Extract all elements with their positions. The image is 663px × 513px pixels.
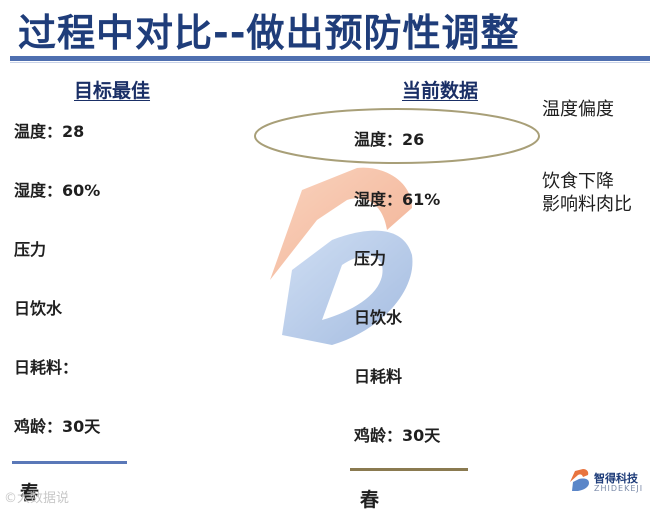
left-row-daily-water: 日饮水 bbox=[14, 299, 63, 318]
right-row-humidity: 湿度：61% bbox=[354, 190, 441, 209]
left-row-pressure: 压力 bbox=[14, 240, 47, 259]
brand-subtitle: ZHIDEKEJI bbox=[594, 484, 644, 493]
note-temperature: 温度偏度 bbox=[542, 99, 614, 120]
note-feed-line1: 饮食下降 bbox=[542, 171, 614, 192]
slide-title: 过程中对比--做出预防性调整 bbox=[18, 11, 520, 55]
right-row-chicken-age: 鸡龄：30天 bbox=[354, 426, 441, 445]
right-column-heading: 当前数据 bbox=[402, 80, 479, 102]
left-row-temperature: 温度：28 bbox=[14, 122, 85, 141]
title-divider-thin bbox=[10, 62, 650, 63]
note-feed-line2: 影响料肉比 bbox=[542, 194, 632, 215]
highlight-ellipse bbox=[254, 108, 540, 164]
title-divider bbox=[10, 56, 650, 61]
brand-logo-watermark bbox=[270, 167, 413, 345]
left-season: 春 bbox=[20, 482, 40, 504]
right-row-daily-water: 日饮水 bbox=[354, 308, 403, 327]
left-row-daily-feed: 日耗料： bbox=[14, 358, 79, 377]
right-row-pressure: 压力 bbox=[354, 249, 387, 268]
left-row-humidity: 湿度：60% bbox=[14, 181, 101, 200]
right-season: 春 bbox=[360, 489, 380, 511]
left-column-heading: 目标最佳 bbox=[74, 80, 151, 102]
right-row-temperature: 温度：26 bbox=[354, 130, 425, 149]
brand-name: 智得科技 bbox=[594, 472, 638, 485]
left-season-divider bbox=[12, 461, 127, 464]
brand-mark-icon bbox=[570, 469, 589, 491]
right-season-divider bbox=[350, 468, 468, 471]
right-row-daily-feed: 日耗料 bbox=[354, 367, 403, 386]
left-row-chicken-age: 鸡龄：30天 bbox=[14, 417, 101, 436]
source-watermark: ©大数据说 bbox=[4, 491, 70, 506]
